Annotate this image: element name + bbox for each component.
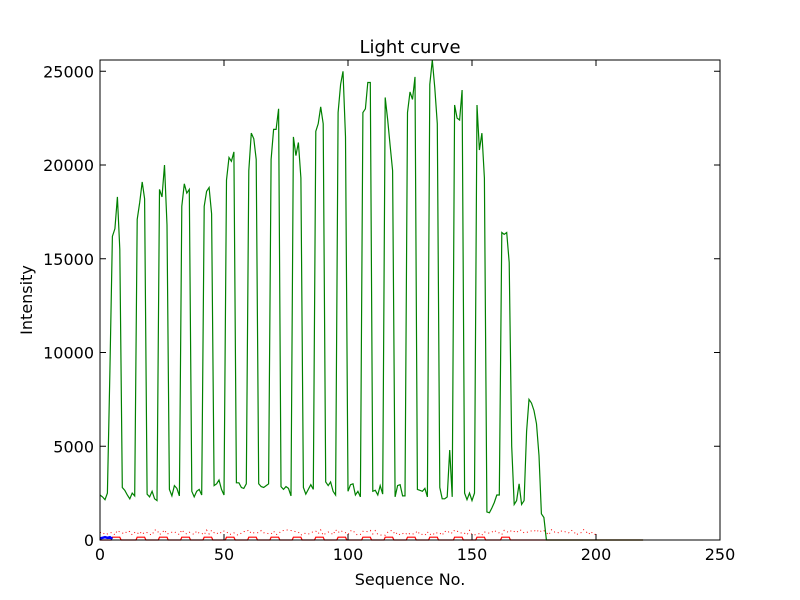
series-line-blue <box>99 535 114 540</box>
x-tick-label: 0 <box>95 545 105 564</box>
series-line-green <box>99 59 644 541</box>
plot-background <box>100 60 720 540</box>
x-tick-label: 250 <box>705 545 736 564</box>
y-tick-label: 15000 <box>43 250 94 269</box>
chart-title: Light curve <box>359 37 460 58</box>
x-tick-label: 50 <box>214 545 234 564</box>
y-tick-label: 5000 <box>53 437 94 456</box>
x-axis: 0 50 100 150 200 250 <box>95 60 735 564</box>
plot-frame <box>99 59 721 541</box>
x-axis-label: Sequence No. <box>355 570 466 589</box>
y-tick-label: 20000 <box>43 156 94 175</box>
plot-area <box>99 59 721 541</box>
x-tick-label: 100 <box>333 545 364 564</box>
x-tick-label: 200 <box>581 545 612 564</box>
x-tick-label: 150 <box>457 545 488 564</box>
y-tick-label: 0 <box>84 531 94 550</box>
y-tick-label: 10000 <box>43 344 94 363</box>
y-axis-label: Intensity <box>17 265 36 335</box>
y-tick-label: 25000 <box>43 62 94 81</box>
y-axis: 0 5000 10000 15000 20000 25000 <box>43 62 720 550</box>
